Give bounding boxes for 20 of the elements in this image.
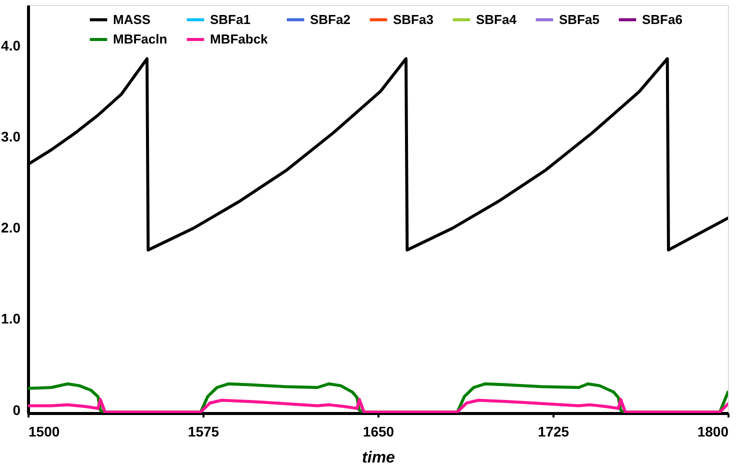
x-tick-label: 1800 <box>697 424 729 440</box>
x-tick-label: 1725 <box>538 424 570 440</box>
legend-label: SBFa4 <box>476 12 518 27</box>
legend-label: MBFacln <box>113 32 168 46</box>
x-tick-label: 1650 <box>362 424 394 440</box>
y-tick-label: 1.0 <box>1 310 21 327</box>
legend-label: SBFa2 <box>310 12 350 27</box>
x-tick-label: 1500 <box>28 424 60 440</box>
y-tick-label: 2.0 <box>1 220 21 236</box>
legend-label: SBFa5 <box>559 12 600 27</box>
y-tick-label: 3.0 <box>1 128 21 145</box>
legend-label: SBFa1 <box>210 12 250 27</box>
y-tick-label: 4.0 <box>1 37 21 54</box>
x-axis-title: time <box>362 450 396 466</box>
y-tick-label: 0 <box>12 402 21 418</box>
legend-label: MASS <box>113 12 151 27</box>
x-tick-label: 1575 <box>188 424 220 440</box>
legend-label: SBFa6 <box>642 12 682 27</box>
legend-label: SBFa3 <box>393 12 434 27</box>
legend-label: MBFabck <box>210 32 269 46</box>
